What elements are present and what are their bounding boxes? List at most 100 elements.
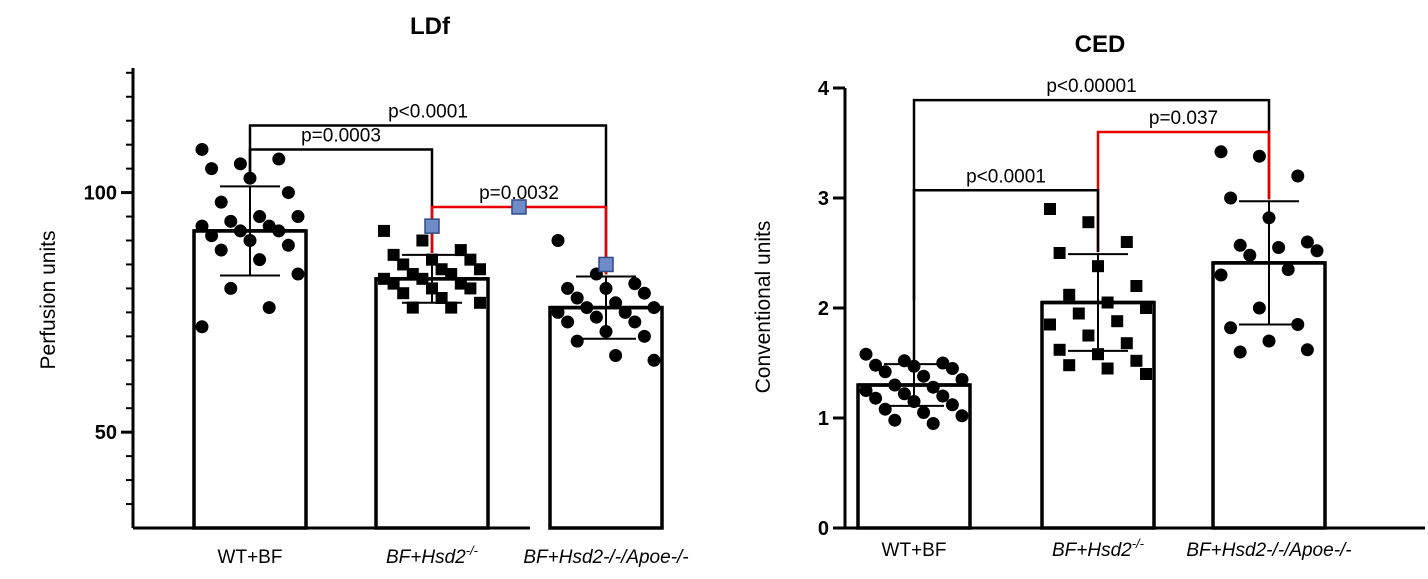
ldf-data-point (637, 329, 651, 343)
ldf-data-point (205, 162, 219, 176)
ldf-data-point (262, 301, 276, 315)
ced-data-point (917, 406, 931, 419)
ced-data-point (945, 398, 959, 412)
ldf-data-point (628, 315, 642, 329)
ced-x-tick-label: WT+BF (882, 540, 947, 561)
ldf-data-point (474, 263, 486, 276)
ced-data-point (917, 369, 931, 383)
ced-data-point (926, 380, 940, 394)
ced-title: CED (1075, 31, 1126, 58)
ced-data-point (1053, 343, 1066, 356)
ced-data-point (936, 389, 950, 403)
ced-y-tick-label: 1 (818, 408, 829, 430)
ldf-data-point (195, 142, 209, 156)
ldf-p-value-label: p=0.0032 (479, 183, 559, 204)
ldf-data-point (233, 157, 247, 171)
ldf-data-point (454, 244, 467, 257)
ced-data-point (897, 387, 911, 401)
ced-data-point (1291, 169, 1305, 183)
ldf-data-point (397, 287, 410, 300)
ldf-data-point (387, 277, 400, 290)
ced-data-point (1300, 343, 1314, 357)
ced-data-point (1300, 235, 1314, 249)
ldf-data-point (445, 301, 458, 314)
ldf-data-point (454, 277, 467, 290)
ced-data-point (1310, 244, 1324, 258)
ldf-y-axis-label: Perfusion units (37, 231, 60, 370)
ldf-data-point (474, 296, 486, 309)
ced-data-point (1044, 203, 1056, 215)
ced-data-point (1233, 238, 1247, 252)
ldf-data-point (406, 301, 419, 314)
ced-data-point (878, 365, 892, 379)
ced-data-point (1281, 263, 1295, 276)
ced-data-point (1044, 318, 1056, 331)
ldf-data-point (291, 210, 305, 224)
ldf-data-point (195, 320, 209, 334)
ldf-data-point (589, 310, 603, 324)
ced-data-point (1252, 149, 1266, 163)
ced-data-point (859, 347, 873, 361)
ced-x-tick-label: BF+Hsd2-/- (1052, 536, 1145, 561)
ced-data-point (955, 373, 969, 386)
ced-data-point (1063, 359, 1076, 372)
ced-data-point (936, 356, 950, 370)
ced-y-tick-label: 2 (818, 298, 829, 320)
ldf-bracket-marker (511, 199, 527, 215)
ldf-data-point (214, 243, 228, 257)
ced-significance-bracket (912, 189, 1100, 363)
ldf-y-tick-label: 50 (95, 422, 117, 444)
ldf-data-point (561, 315, 575, 329)
ldf-significance-bracket (248, 148, 434, 253)
ldf-data-point (609, 349, 623, 362)
ldf-bracket-marker (598, 256, 614, 273)
ced-data-point (1243, 248, 1257, 262)
ced-x-tick-label: BF+Hsd2-/-/Apoe-/- (1186, 540, 1351, 561)
ldf-x-tick-label: BF+Hsd2-/-/Apoe-/- (523, 547, 688, 568)
ldf-title: LDf (410, 13, 451, 40)
ced-y-tick-label: 0 (818, 518, 829, 540)
ced-data-point (1111, 315, 1124, 328)
ced-data-point (1082, 216, 1095, 229)
ced-data-point (1233, 345, 1247, 359)
ldf-data-point (224, 214, 238, 228)
ldf-data-point (464, 282, 477, 295)
ldf-data-point (435, 292, 448, 304)
ldf-data-point (291, 267, 305, 281)
ced-data-point (945, 362, 959, 375)
ced-data-point (926, 417, 940, 430)
ced-data-point (888, 413, 902, 427)
ced-data-point (1120, 236, 1133, 248)
ldf-p-value-label: p<0.0001 (388, 102, 468, 123)
ldf-p-value-label: p=0.0003 (301, 125, 381, 146)
ldf-data-point (253, 253, 267, 267)
ced-p-value-label: p<0.00001 (1046, 76, 1136, 97)
ced-data-point (869, 391, 883, 405)
ldf-significance-bracket (430, 205, 608, 275)
ced-data-point (1130, 280, 1143, 292)
ced-data-point (859, 384, 873, 397)
ced-data-point (1063, 288, 1076, 301)
ldf-data-point (570, 334, 584, 348)
ldf-data-point (628, 277, 642, 291)
ldf-x-tick-label: WT+BF (218, 547, 283, 568)
ced-data-point (1101, 362, 1114, 375)
ldf-data-point (378, 224, 390, 237)
ced-data-point (1072, 307, 1085, 320)
ced-data-point (955, 409, 969, 423)
ced-y-axis-label: Conventional units (752, 221, 775, 394)
ced-data-point (1262, 334, 1276, 348)
ced-data-point (1224, 321, 1238, 335)
ldf-x-tick-label: BF+Hsd2-/- (386, 543, 479, 568)
ced-data-point (1130, 354, 1143, 367)
ldf-data-point (435, 263, 448, 276)
ced-data-point (869, 358, 883, 372)
ced-data-point (1140, 302, 1152, 314)
ldf-data-point (445, 268, 458, 281)
ced-data-point (878, 402, 892, 416)
ldf-bracket-marker (424, 218, 440, 234)
ced-p-value-label: p<0.0001 (966, 166, 1046, 187)
ced-data-point (1053, 247, 1066, 259)
ced-data-point (1272, 241, 1286, 254)
